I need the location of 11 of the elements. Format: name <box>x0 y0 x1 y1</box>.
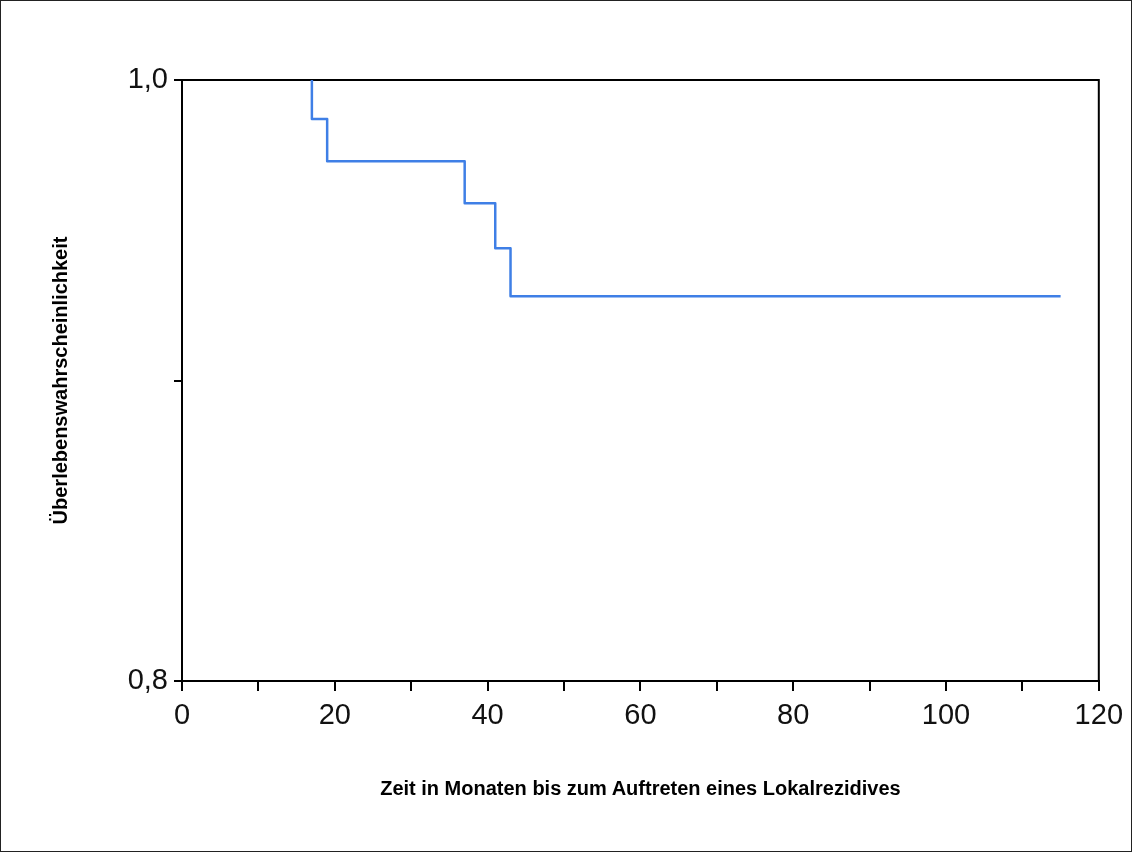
x-axis-title: Zeit in Monaten bis zum Auftreten eines Lokalrezidives <box>380 776 901 799</box>
y-tick-label: 1,0 <box>127 62 168 94</box>
x-tick-label: 0 <box>173 698 191 731</box>
x-tick-label: 60 <box>624 698 657 731</box>
y-tick-label: 0,8 <box>127 663 168 695</box>
x-tick-label: 80 <box>777 698 810 731</box>
x-tick-label: 100 <box>921 698 971 731</box>
x-tick-label: 40 <box>471 698 504 731</box>
x-tick-label: 120 <box>1074 698 1123 731</box>
x-tick-label: 20 <box>318 698 351 731</box>
y-axis-title: Überlebenswahrscheinlichkeit <box>48 236 71 525</box>
